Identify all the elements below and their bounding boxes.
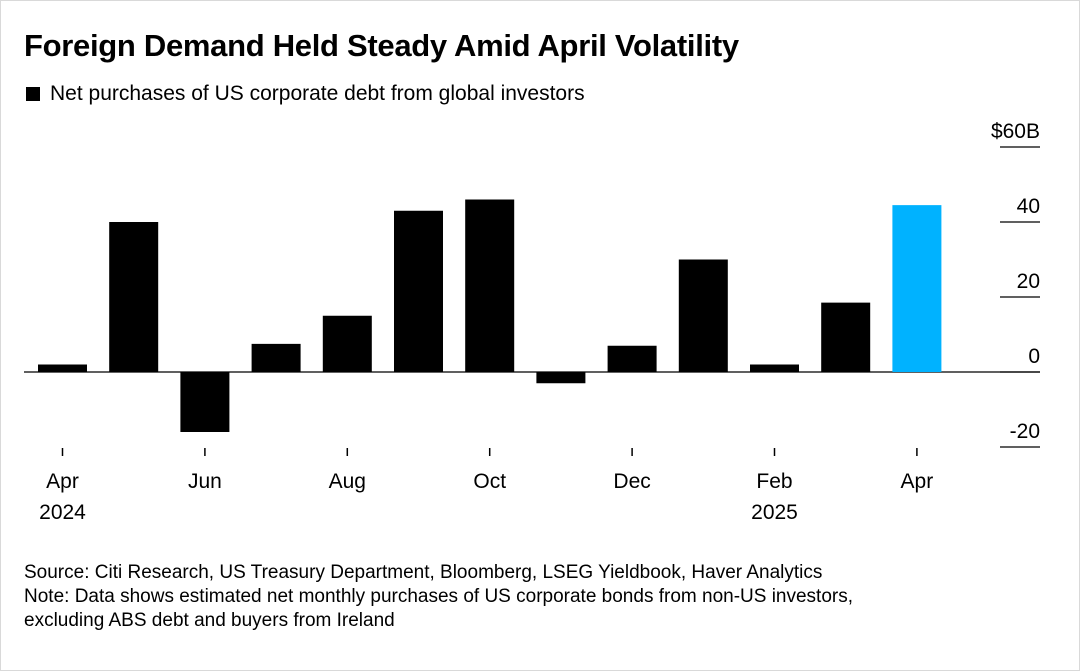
legend-swatch xyxy=(26,87,40,101)
bar xyxy=(678,259,728,372)
bar xyxy=(109,222,159,372)
chart-title: Foreign Demand Held Steady Amid April Vo… xyxy=(24,28,739,63)
y-tick-label: 20 xyxy=(1017,270,1040,293)
y-tick-label: 0 xyxy=(1028,345,1040,368)
legend-label: Net purchases of US corporate debt from … xyxy=(50,82,585,105)
x-tick-label: Apr xyxy=(46,470,79,493)
source-text: Source: Citi Research, US Treasury Depar… xyxy=(24,562,823,583)
legend: Net purchases of US corporate debt from … xyxy=(26,82,585,106)
x-tick-label: Aug xyxy=(329,470,366,493)
y-tick-label: -20 xyxy=(1010,420,1040,443)
x-tick-label: Apr xyxy=(901,470,934,493)
footer: Source: Citi Research, US Treasury Depar… xyxy=(24,561,853,633)
bar xyxy=(536,372,586,384)
bar xyxy=(251,343,301,372)
x-tick-label: Dec xyxy=(613,470,650,493)
bar xyxy=(892,205,942,372)
x-tick-label: Jun xyxy=(188,470,222,493)
bar xyxy=(322,315,372,372)
y-tick-label: 40 xyxy=(1017,195,1040,218)
bar xyxy=(38,364,87,372)
y-tick-label: $60B xyxy=(991,120,1040,143)
bar xyxy=(821,302,871,372)
bar xyxy=(750,364,799,372)
note-text-line-1: Note: Data shows estimated net monthly p… xyxy=(24,586,854,607)
x-tick-sublabel: 2025 xyxy=(751,501,798,524)
x-tick-label: Feb xyxy=(756,470,792,493)
x-tick-sublabel: 2024 xyxy=(39,501,86,524)
bar xyxy=(465,199,515,372)
x-tick-label: Oct xyxy=(473,470,506,493)
bar-chart: $60B 40 20 0 -20 Apr 2024 Jun Aug Oct Dec Feb 2025 Ap… xyxy=(24,120,1040,524)
bar xyxy=(394,210,443,372)
note-text-line-2: excluding ABS debt and buyers from Irela… xyxy=(24,610,395,631)
bar xyxy=(180,372,230,432)
bar xyxy=(607,345,657,372)
